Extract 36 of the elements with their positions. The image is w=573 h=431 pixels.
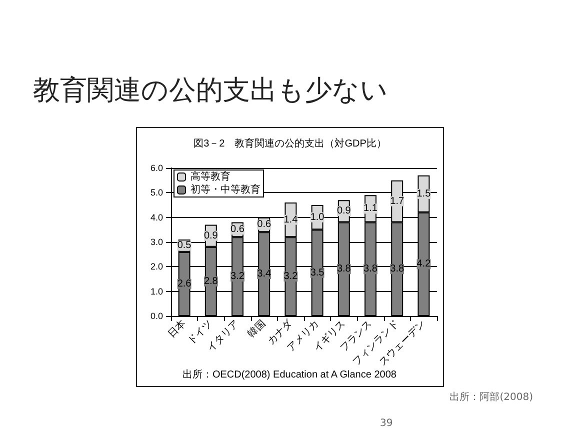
x-tick-label: 日本 [166,317,188,340]
y-tick-label: 1.0 [150,286,163,296]
data-label: 0.5 [177,240,192,252]
data-label: 3.4 [257,268,272,280]
data-label: 1.7 [390,196,404,207]
text: 出所：OECD(2008) Education at A Glance 2008 [182,368,397,380]
data-label: 1.0 [310,212,325,223]
y-tick-label: 4.0 [150,212,163,222]
y-tick-label: 5.0 [150,188,163,198]
data-label: 3.2 [284,271,298,282]
y-tick-label: 6.0 [150,163,163,173]
data-label: 0.6 [230,224,245,236]
data-label: 3.8 [336,264,352,275]
data-label: 3.8 [390,264,404,275]
data-label: 3.8 [364,264,378,275]
legend-label: 高等教育 [190,170,230,182]
data-label: 0.9 [204,230,218,242]
data-label: 1.1 [364,203,378,214]
legend-label: 初等・中等教育 [190,184,260,196]
y-tick-label: 2.0 [150,262,163,272]
data-label: 0.9 [336,206,352,217]
data-label: 3.2 [230,271,245,282]
x-tick-label: 韓国 [245,317,268,340]
data-label: 3.5 [310,267,325,278]
data-label: 2.8 [204,276,218,287]
data-label: 4.2 [416,258,432,270]
data-label: 0.6 [257,219,272,230]
data-label: 1.4 [284,214,298,226]
chart-title: 教育関連の公的支出も少ない [33,74,388,108]
data-label: 2.6 [177,278,192,290]
chart-subtitle: 図3－2 教育関連の公的支出（対GDP比） [194,138,386,150]
text: 39 [380,418,393,429]
text: 出所：阿部(2008) [450,390,533,404]
y-tick-label: 0.0 [150,311,163,321]
data-label: 1.5 [416,188,432,200]
y-tick-label: 3.0 [150,237,163,247]
